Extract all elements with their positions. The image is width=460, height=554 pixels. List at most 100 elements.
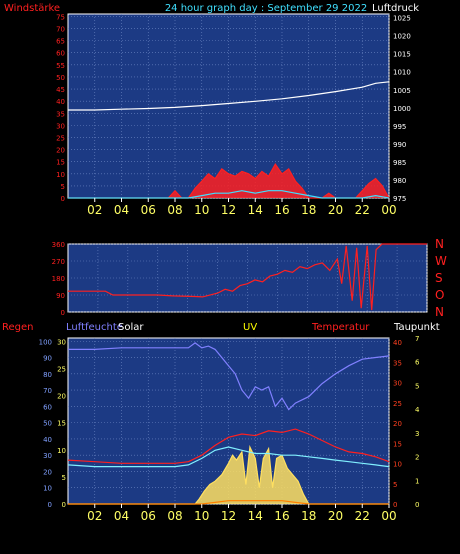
panel1-xtick-00: 00 xyxy=(381,203,396,217)
panel2-left-tick-4: 360 xyxy=(52,241,65,249)
panel2-left-tick-1: 90 xyxy=(56,292,65,300)
panel1-left-tick-2: 10 xyxy=(56,171,65,179)
panel1-left-tick-4: 20 xyxy=(56,147,65,155)
panel3-lf-tick-0: 0 xyxy=(62,501,66,509)
panel2-dir-1: W xyxy=(435,254,447,268)
panel1-series-2-line xyxy=(68,190,390,199)
panel3-tp-tick-6: 6 xyxy=(415,359,420,367)
panel3-xtick-12: 12 xyxy=(221,509,236,523)
panel3-lf-tick-6: 30 xyxy=(57,338,66,346)
panel1-xtick-10: 10 xyxy=(194,203,209,217)
panel3-series-1-line xyxy=(67,428,390,464)
header-left-label: Windstärke xyxy=(4,3,60,14)
panel3-lf-tick-2: 10 xyxy=(57,447,66,455)
label-regen: Regen xyxy=(2,322,34,333)
panel3-regen-tick-6: 60 xyxy=(43,403,52,411)
panel1-xtick-12: 12 xyxy=(221,203,236,217)
panel3-xtick-04: 04 xyxy=(114,509,129,523)
panel3-temp-tick-6: 30 xyxy=(393,380,402,388)
panel3-tp-tick-5: 5 xyxy=(415,382,419,390)
panel2-left-tick-3: 270 xyxy=(52,258,65,266)
panel1-left-tick-7: 35 xyxy=(56,110,65,118)
panel1-xtick-20: 20 xyxy=(328,203,343,217)
panel3-temp-tick-2: 10 xyxy=(393,461,402,469)
panel3-regen-tick-2: 20 xyxy=(43,468,52,476)
panel2-left-tick-0: 0 xyxy=(61,309,65,317)
panel3-regen-tick-3: 30 xyxy=(43,452,52,460)
panel-climate: 0102030405060708090100051015202530051015… xyxy=(39,335,420,523)
panel3-regen-tick-4: 40 xyxy=(43,436,52,444)
panel3-xtick-02: 02 xyxy=(87,509,102,523)
panel1-right-tick-0: 975 xyxy=(393,195,406,203)
panel1-right-tick-5: 1000 xyxy=(393,105,411,113)
panel1-left-tick-0: 0 xyxy=(61,195,65,203)
panel1-left-tick-1: 5 xyxy=(61,183,65,191)
panel3-regen-tick-5: 50 xyxy=(43,420,52,428)
label-luftfeuchte: Luftfeuchte xyxy=(66,322,123,333)
label-taupunkt: Taupunkt xyxy=(393,322,440,333)
panel3-xtick-16: 16 xyxy=(274,509,289,523)
panel1-xtick-16: 16 xyxy=(274,203,289,217)
panel3-regen-tick-9: 90 xyxy=(43,355,52,363)
panel2-series-0-line xyxy=(68,243,427,311)
panel3-temp-tick-7: 35 xyxy=(393,359,402,367)
panel1-right-tick-7: 1010 xyxy=(393,69,411,77)
panel1-right-tick-6: 1005 xyxy=(393,87,411,95)
panel3-regen-tick-7: 70 xyxy=(43,387,52,395)
panel3-xtick-14: 14 xyxy=(248,509,263,523)
panel3-temp-tick-4: 20 xyxy=(393,420,402,428)
panel1-left-tick-3: 15 xyxy=(56,159,65,167)
panel1-left-tick-6: 30 xyxy=(56,122,65,130)
panel1-series-1-area xyxy=(68,164,389,198)
panel1-right-tick-9: 1020 xyxy=(393,33,411,41)
panel3-temp-tick-5: 25 xyxy=(393,400,402,408)
panel2-dir-2: S xyxy=(435,271,443,285)
label-solar: Solar xyxy=(118,322,144,333)
panel3-series-4-line xyxy=(68,500,389,505)
panel3-tp-tick-2: 2 xyxy=(415,454,419,462)
header-right-label: Luftdruck xyxy=(372,3,419,14)
panel3-lf-tick-3: 15 xyxy=(57,420,66,428)
panel3-xtick-20: 20 xyxy=(328,509,343,523)
panel1-right-tick-10: 1025 xyxy=(393,15,411,23)
panel2-dir-0: N xyxy=(435,237,444,251)
panel3-series-2-line xyxy=(67,446,390,468)
panel1-xtick-18: 18 xyxy=(301,203,316,217)
panel3-tp-tick-7: 7 xyxy=(415,335,419,343)
panel1-left-tick-10: 50 xyxy=(56,74,65,82)
panel1-right-tick-8: 1015 xyxy=(393,51,411,59)
panel3-xtick-22: 22 xyxy=(355,509,370,523)
label-uv: UV xyxy=(243,322,257,333)
panel3-lf-tick-1: 5 xyxy=(62,474,66,482)
panel3-xtick-08: 08 xyxy=(167,509,182,523)
panel3-regen-tick-8: 80 xyxy=(43,371,52,379)
panel1-left-tick-14: 70 xyxy=(56,26,65,34)
panel2-dir-4: N xyxy=(435,305,444,319)
panel1-series-0-line xyxy=(68,81,390,111)
panel3-tp-tick-0: 0 xyxy=(415,501,419,509)
panel3-temp-tick-1: 5 xyxy=(393,481,397,489)
panel3-regen-tick-1: 10 xyxy=(43,485,52,493)
panel3-series-0-line xyxy=(68,342,390,411)
panel1-left-tick-13: 65 xyxy=(56,38,65,46)
panel1-xtick-22: 22 xyxy=(355,203,370,217)
panel1-left-tick-11: 55 xyxy=(56,62,65,70)
panel1-xtick-02: 02 xyxy=(87,203,102,217)
panel3-temp-tick-8: 40 xyxy=(393,339,402,347)
panel3-tp-tick-4: 4 xyxy=(415,406,420,414)
panel3-lf-tick-4: 20 xyxy=(57,393,66,401)
header-title: 24 hour graph day : September 29 2022 xyxy=(165,3,367,14)
panel1-right-tick-1: 980 xyxy=(393,177,406,185)
panel3-xtick-00: 00 xyxy=(381,509,396,523)
panel1-left-tick-15: 75 xyxy=(56,13,65,21)
label-temperatur: Temperatur xyxy=(311,322,370,333)
panel3-series-3-area xyxy=(68,447,389,504)
panel3-tp-tick-3: 3 xyxy=(415,430,419,438)
panel3-regen-tick-0: 0 xyxy=(48,501,52,509)
panel3-temp-tick-0: 0 xyxy=(393,501,397,509)
panel1-right-tick-2: 985 xyxy=(393,159,406,167)
panel1-xtick-08: 08 xyxy=(167,203,182,217)
panel1-xtick-14: 14 xyxy=(248,203,263,217)
panel3-xtick-10: 10 xyxy=(194,509,209,523)
